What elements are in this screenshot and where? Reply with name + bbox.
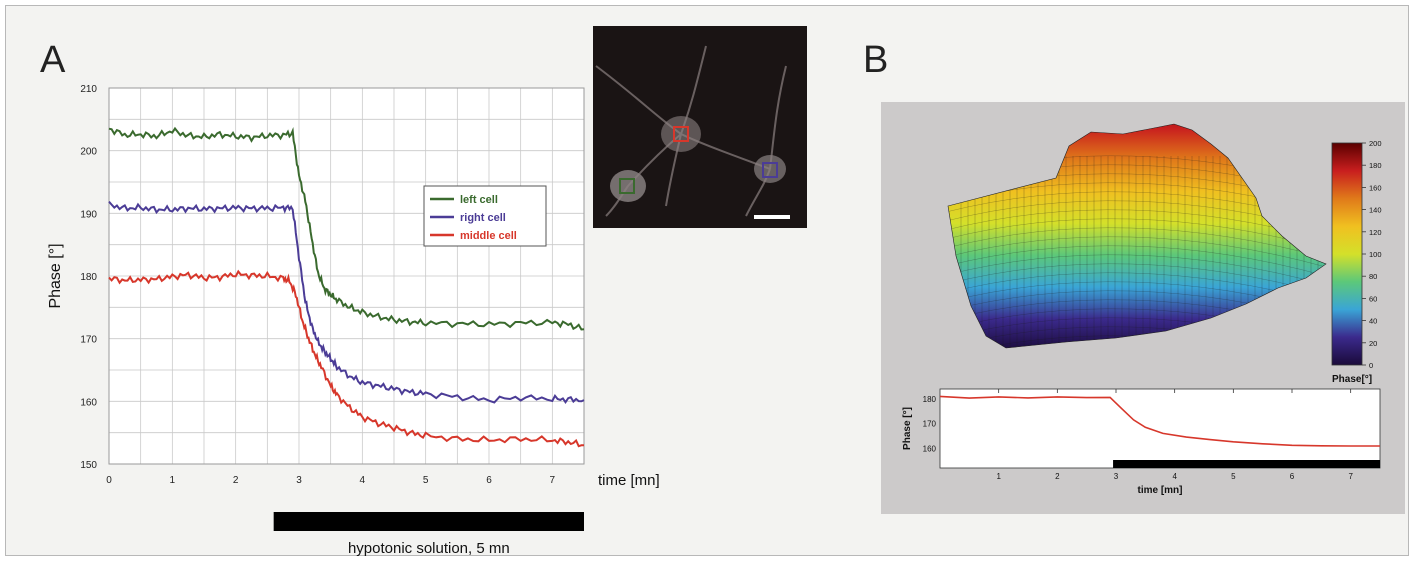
y-tick-label: 200 xyxy=(80,147,97,158)
series-line-left-cell xyxy=(108,126,585,331)
colorbar-tick-label: 20 xyxy=(1369,339,1377,348)
roi-right-marker xyxy=(762,162,778,178)
x-tick-label: 5 xyxy=(1231,472,1236,481)
colorbar-tick-label: 80 xyxy=(1369,272,1377,281)
y-tick-label: 190 xyxy=(80,209,97,220)
x-tick-label: 3 xyxy=(1114,472,1119,481)
mesh-contour xyxy=(948,272,1326,304)
plot-border xyxy=(108,87,585,465)
mesh-contour xyxy=(948,263,1326,295)
legend-label: middle cell xyxy=(460,230,517,242)
x-tick-label: 6 xyxy=(486,475,492,486)
x-tick-label: 5 xyxy=(423,475,429,486)
colorbar-tick-label: 0 xyxy=(1369,361,1373,370)
panel-b-label: B xyxy=(863,39,888,81)
colorbar: 0 20 40 60 80 100 120 140 160 180 200 Phase[°] xyxy=(1331,139,1382,385)
y-tick-label: 170 xyxy=(923,420,937,429)
colorbar-tick-label: 60 xyxy=(1369,294,1377,303)
x-tick-label: 6 xyxy=(1290,472,1295,481)
figure-frame: A 0 1 2 3 4 5 6 7 150 160 170 180 190 200 210 time [mn]… xyxy=(5,5,1409,557)
phase-trace xyxy=(939,395,1380,447)
scale-bar xyxy=(754,215,790,219)
mesh-contour xyxy=(948,209,1326,241)
x-axis-label: time [mn] xyxy=(598,472,660,489)
colorbar-tick-label: 120 xyxy=(1369,228,1382,237)
colorbar-tick-label: 100 xyxy=(1369,250,1382,259)
time-chart-area xyxy=(939,388,1381,469)
panel-a-chart: 0 1 2 3 4 5 6 7 150 160 170 180 190 200 210 time [mn] Ph… xyxy=(47,84,660,557)
treatment-bar xyxy=(273,512,584,531)
series-line-middle-cell xyxy=(108,269,585,448)
x-axis-label: time [mn] xyxy=(1138,485,1183,496)
colorbar-fill xyxy=(1331,142,1363,366)
x-tick-label: 7 xyxy=(1348,472,1353,481)
roi-left-marker xyxy=(619,178,635,194)
x-tick-label: 1 xyxy=(996,472,1001,481)
colorbar-tick-label: 180 xyxy=(1369,161,1382,170)
x-tick-label: 4 xyxy=(360,475,366,486)
y-tick-label: 160 xyxy=(923,444,937,453)
x-tick-label: 2 xyxy=(233,475,239,486)
legend-label: left cell xyxy=(460,194,498,206)
legend-label: right cell xyxy=(460,212,506,224)
phase-surface xyxy=(947,123,1327,349)
x-tick-label: 4 xyxy=(1172,472,1177,481)
treatment-bar xyxy=(1113,460,1380,468)
panel-a-label: A xyxy=(40,39,66,81)
colorbar-tick-label: 160 xyxy=(1369,183,1382,192)
y-axis-label: Phase [°] xyxy=(47,243,64,308)
colorbar-tick-label: 200 xyxy=(1369,139,1382,148)
mesh-contour xyxy=(948,236,1326,268)
mesh-contour xyxy=(948,254,1326,286)
x-tick-label: 2 xyxy=(1055,472,1060,481)
x-tick-label: 0 xyxy=(106,475,112,486)
y-tick-label: 210 xyxy=(80,84,97,95)
x-tick-label: 7 xyxy=(550,475,556,486)
mesh-contour xyxy=(948,218,1326,250)
micrograph-inset xyxy=(593,26,807,228)
x-tick-label: 3 xyxy=(296,475,302,486)
y-tick-label: 170 xyxy=(80,335,97,346)
panel-b-time-chart: 1 2 3 4 5 6 7 180 170 160 time [mn] Phase [°] xyxy=(902,388,1381,496)
mesh-contour xyxy=(948,227,1326,259)
x-tick-label: 1 xyxy=(170,475,176,486)
colorbar-tick-label: 40 xyxy=(1369,317,1377,326)
mesh-contour xyxy=(948,245,1326,277)
y-axis-label: Phase [°] xyxy=(902,407,913,450)
series-line-right-cell xyxy=(108,200,585,404)
treatment-annotation: hypotonic solution, 5 mn xyxy=(348,540,510,557)
y-tick-label: 180 xyxy=(923,395,937,404)
colorbar-label: Phase[°] xyxy=(1332,374,1372,385)
y-tick-label: 180 xyxy=(80,272,97,283)
colorbar-ticks: 0 20 40 60 80 100 120 140 160 180 200 xyxy=(1362,139,1382,370)
colorbar-tick-label: 140 xyxy=(1369,206,1382,215)
micrograph-neurites xyxy=(595,45,787,217)
y-tick-label: 150 xyxy=(80,460,97,471)
y-tick-label: 160 xyxy=(80,397,97,408)
roi-middle-marker xyxy=(673,126,689,142)
